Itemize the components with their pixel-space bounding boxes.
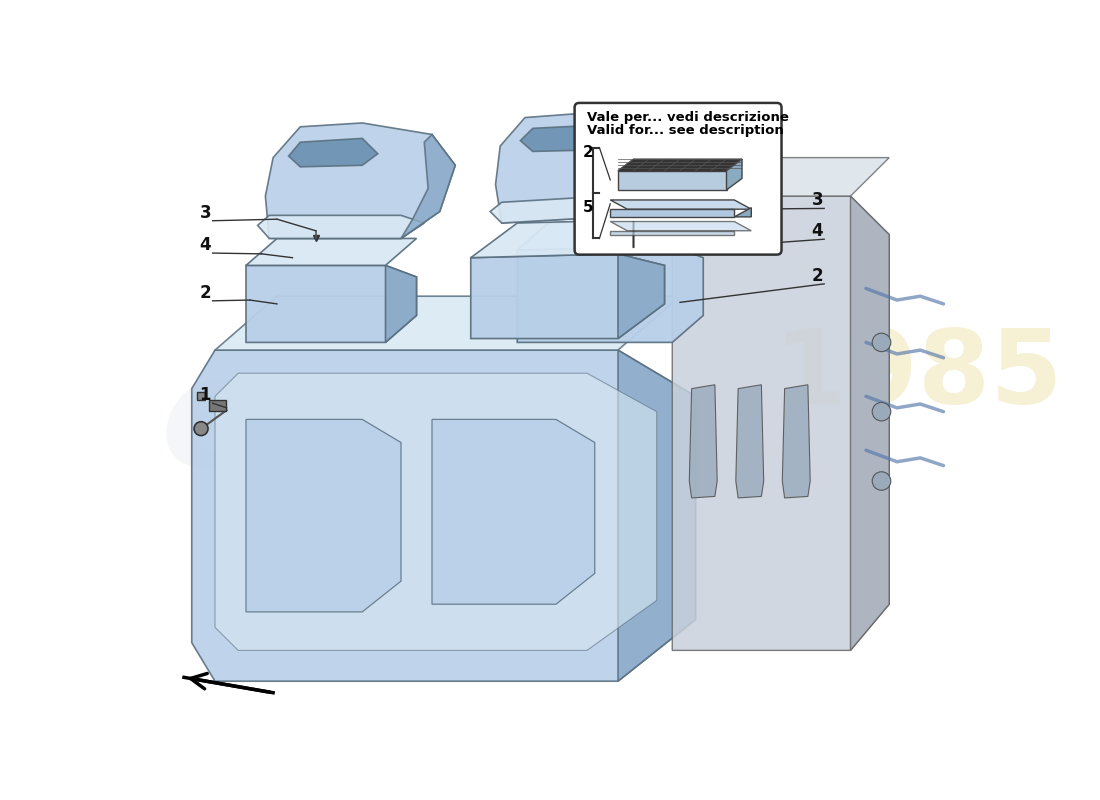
Polygon shape [618, 350, 695, 682]
Circle shape [872, 333, 891, 352]
FancyArrowPatch shape [190, 674, 271, 692]
Polygon shape [385, 266, 417, 342]
Polygon shape [782, 385, 811, 498]
Polygon shape [432, 419, 595, 604]
Polygon shape [610, 230, 735, 235]
Polygon shape [726, 159, 742, 190]
FancyBboxPatch shape [574, 103, 781, 254]
Polygon shape [246, 238, 417, 266]
Circle shape [194, 422, 208, 435]
Polygon shape [471, 254, 664, 338]
Polygon shape [265, 123, 455, 238]
Polygon shape [214, 296, 680, 350]
Text: 3: 3 [812, 191, 824, 210]
Polygon shape [288, 138, 377, 167]
Circle shape [872, 472, 891, 490]
Text: 4: 4 [812, 222, 824, 240]
Bar [209, 400, 226, 411]
Polygon shape [610, 200, 751, 209]
Polygon shape [735, 208, 751, 217]
Polygon shape [214, 373, 657, 650]
Polygon shape [618, 254, 664, 338]
Text: 2: 2 [582, 145, 593, 160]
Text: a passion for parts: a passion for parts [254, 516, 515, 579]
Polygon shape [634, 119, 680, 215]
Polygon shape [191, 350, 695, 682]
Polygon shape [471, 219, 664, 258]
Polygon shape [246, 419, 402, 612]
Polygon shape [618, 159, 742, 170]
Polygon shape [495, 113, 680, 223]
Polygon shape [618, 170, 726, 190]
Polygon shape [690, 385, 717, 498]
Polygon shape [736, 385, 763, 498]
Polygon shape [610, 209, 735, 217]
Text: Valid for... see description: Valid for... see description [587, 124, 783, 137]
Polygon shape [257, 215, 425, 238]
Text: eur: eur [161, 349, 449, 498]
Polygon shape [402, 134, 455, 238]
Polygon shape [520, 126, 610, 151]
Text: 1985: 1985 [773, 325, 1063, 426]
Polygon shape [517, 219, 703, 250]
Polygon shape [491, 194, 653, 223]
Text: 2: 2 [199, 284, 211, 302]
Polygon shape [610, 222, 751, 230]
Polygon shape [246, 266, 417, 342]
Polygon shape [672, 196, 889, 650]
Text: 4: 4 [199, 236, 211, 254]
Text: Vale per... vedi descrizione: Vale per... vedi descrizione [587, 111, 789, 125]
Text: 2: 2 [812, 266, 824, 285]
Text: 3: 3 [199, 204, 211, 222]
Polygon shape [672, 158, 889, 196]
Text: 5: 5 [582, 199, 593, 214]
Circle shape [872, 402, 891, 421]
Text: 1: 1 [199, 386, 211, 404]
Polygon shape [850, 196, 889, 650]
Polygon shape [517, 246, 703, 342]
